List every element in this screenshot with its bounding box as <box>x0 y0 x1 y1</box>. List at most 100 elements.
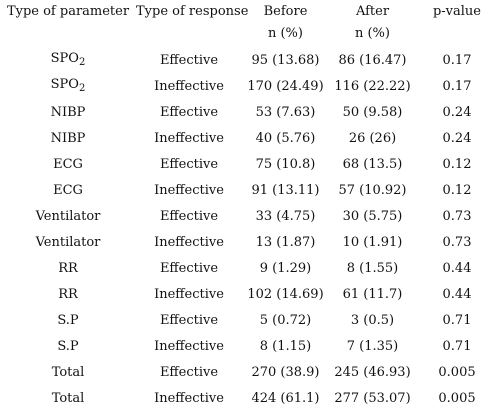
cell-pvalue: 0.24 <box>442 105 472 120</box>
table-row: Ventilator Effective 33 (4.75) 30 (5.75)… <box>0 204 498 230</box>
cell-parameter: Total <box>51 391 85 406</box>
cell-before: 424 (61.1) <box>251 391 320 406</box>
cell-parameter: Ventilator <box>35 235 101 250</box>
cell-before: 170 (24.49) <box>247 79 324 94</box>
table-row: ECG Effective 75 (10.8) 68 (13.5) 0.12 <box>0 152 498 178</box>
table-row: SPO2 Ineffective 170 (24.49) 116 (22.22)… <box>0 74 498 100</box>
cell-response: Effective <box>159 105 219 120</box>
cell-before: 91 (13.11) <box>251 183 320 198</box>
cell-pvalue: 0.12 <box>442 183 472 198</box>
parameter-subscript: 2 <box>78 83 86 94</box>
table-row: RR Effective 9 (1.29) 8 (1.55) 0.44 <box>0 256 498 282</box>
table-body: SPO2 Effective 95 (13.68) 86 (16.47) 0.1… <box>0 48 498 412</box>
cell-pvalue: 0.71 <box>442 339 472 354</box>
cell-after: 10 (1.91) <box>342 235 403 250</box>
table-row: S.P Ineffective 8 (1.15) 7 (1.35) 0.71 <box>0 334 498 360</box>
cell-pvalue: 0.44 <box>442 287 472 302</box>
cell-after: 57 (10.92) <box>338 183 407 198</box>
cell-before: 270 (38.9) <box>251 365 320 380</box>
cell-parameter: Ventilator <box>35 209 101 224</box>
cell-parameter: ECG <box>53 157 83 172</box>
table-row: ECG Ineffective 91 (13.11) 57 (10.92) 0.… <box>0 178 498 204</box>
header-response: Type of response <box>136 4 249 19</box>
cell-after: 86 (16.47) <box>338 53 407 68</box>
cell-after: 3 (0.5) <box>350 313 395 328</box>
cell-pvalue: 0.005 <box>438 365 476 380</box>
table-row: NIBP Effective 53 (7.63) 50 (9.58) 0.24 <box>0 100 498 126</box>
cell-after: 68 (13.5) <box>342 157 403 172</box>
cell-after: 245 (46.93) <box>334 365 411 380</box>
cell-parameter: ECG <box>53 183 83 198</box>
subheader-before: n (%) <box>267 26 303 41</box>
cell-response: Ineffective <box>154 79 224 94</box>
cell-before: 33 (4.75) <box>255 209 316 224</box>
cell-response: Effective <box>159 261 219 276</box>
cell-pvalue: 0.44 <box>442 261 472 276</box>
table-row: RR Ineffective 102 (14.69) 61 (11.7) 0.4… <box>0 282 498 308</box>
cell-pvalue: 0.71 <box>442 313 472 328</box>
cell-pvalue: 0.005 <box>438 391 476 406</box>
cell-after: 277 (53.07) <box>334 391 411 406</box>
cell-before: 8 (1.15) <box>259 339 312 354</box>
cell-before: 53 (7.63) <box>255 105 316 120</box>
cell-response: Effective <box>159 209 219 224</box>
cell-after: 8 (1.55) <box>346 261 399 276</box>
cell-parameter: S.P <box>57 313 79 328</box>
cell-response: Effective <box>159 157 219 172</box>
cell-parameter: NIBP <box>50 131 86 146</box>
header-row: Type of parameter Type of response Befor… <box>0 0 498 26</box>
table-row: NIBP Ineffective 40 (5.76) 26 (26) 0.24 <box>0 126 498 152</box>
cell-pvalue: 0.73 <box>442 209 472 224</box>
subheader-row: n (%) n (%) <box>0 26 498 48</box>
header-pvalue: p-value <box>432 4 482 19</box>
cell-pvalue: 0.24 <box>442 131 472 146</box>
cell-parameter: SPO2 <box>0 74 136 100</box>
table-header: Type of parameter Type of response Befor… <box>0 0 498 48</box>
table-row: Total Effective 270 (38.9) 245 (46.93) 0… <box>0 360 498 386</box>
cell-after: 61 (11.7) <box>342 287 403 302</box>
table-row: Ventilator Ineffective 13 (1.87) 10 (1.9… <box>0 230 498 256</box>
cell-after: 26 (26) <box>348 131 397 146</box>
header-after: After <box>355 4 390 19</box>
cell-before: 75 (10.8) <box>255 157 316 172</box>
parameter-subscript: 2 <box>78 57 86 68</box>
cell-response: Effective <box>159 53 219 68</box>
cell-after: 116 (22.22) <box>334 79 411 94</box>
cell-after: 50 (9.58) <box>342 105 403 120</box>
header-before: Before <box>263 4 308 19</box>
table-row: S.P Effective 5 (0.72) 3 (0.5) 0.71 <box>0 308 498 334</box>
cell-parameter: Total <box>51 365 85 380</box>
cell-before: 13 (1.87) <box>255 235 316 250</box>
cell-after: 30 (5.75) <box>342 209 403 224</box>
subheader-parameter <box>0 26 136 48</box>
cell-response: Ineffective <box>154 391 224 406</box>
cell-response: Effective <box>159 313 219 328</box>
cell-before: 5 (0.72) <box>259 313 312 328</box>
cell-parameter: NIBP <box>50 105 86 120</box>
parameter-name: SPO <box>50 51 79 66</box>
subheader-response <box>136 26 242 48</box>
cell-after: 7 (1.35) <box>346 339 399 354</box>
cell-parameter: S.P <box>57 339 79 354</box>
cell-before: 102 (14.69) <box>247 287 324 302</box>
table-row: Total Ineffective 424 (61.1) 277 (53.07)… <box>0 386 498 412</box>
subheader-pvalue <box>416 26 498 48</box>
cell-response: Ineffective <box>154 183 224 198</box>
cell-parameter: RR <box>58 261 78 276</box>
header-parameter: Type of parameter <box>6 4 130 19</box>
table-row: SPO2 Effective 95 (13.68) 86 (16.47) 0.1… <box>0 48 498 74</box>
cell-response: Ineffective <box>154 287 224 302</box>
cell-parameter: RR <box>58 287 78 302</box>
cell-before: 9 (1.29) <box>259 261 312 276</box>
cell-response: Effective <box>159 365 219 380</box>
cell-response: Ineffective <box>154 235 224 250</box>
cell-pvalue: 0.17 <box>442 53 472 68</box>
cell-parameter: SPO2 <box>0 48 136 74</box>
cell-pvalue: 0.12 <box>442 157 472 172</box>
subheader-after: n (%) <box>354 26 390 41</box>
cell-response: Ineffective <box>154 339 224 354</box>
cell-response: Ineffective <box>154 131 224 146</box>
cell-before: 40 (5.76) <box>255 131 316 146</box>
cell-pvalue: 0.17 <box>442 79 472 94</box>
